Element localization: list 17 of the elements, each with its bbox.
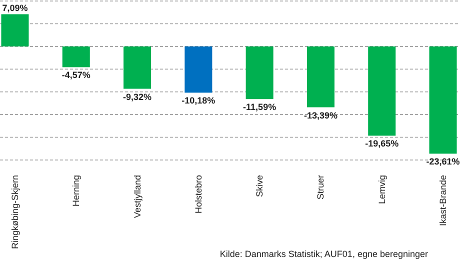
x-tick-label: Holstebro xyxy=(193,175,204,214)
data-label: -9,32% xyxy=(123,92,152,102)
x-tick-label: Herning xyxy=(71,175,82,207)
data-label: -10,18% xyxy=(182,96,216,106)
data-label: -19,65% xyxy=(365,138,399,149)
text: Kilde: Danmarks Statistik; AUF01, egne beregninger xyxy=(220,249,428,259)
data-label: 7,09% xyxy=(2,3,28,14)
data-label: -11,59% xyxy=(243,102,276,112)
x-tick-label: Ringkøbing-Skjern xyxy=(10,175,20,250)
data-label: -13,39% xyxy=(304,110,338,120)
data-label: -4,57% xyxy=(62,70,90,80)
x-tick-label: Lemvig xyxy=(376,175,387,204)
data-label: -23,61% xyxy=(426,156,460,167)
x-tick-label: Skive xyxy=(254,175,265,198)
x-tick-label: Struer xyxy=(316,175,326,200)
x-tick-label: Vestjylland xyxy=(132,175,142,218)
x-tick-label: Ikast-Brande xyxy=(438,175,448,226)
